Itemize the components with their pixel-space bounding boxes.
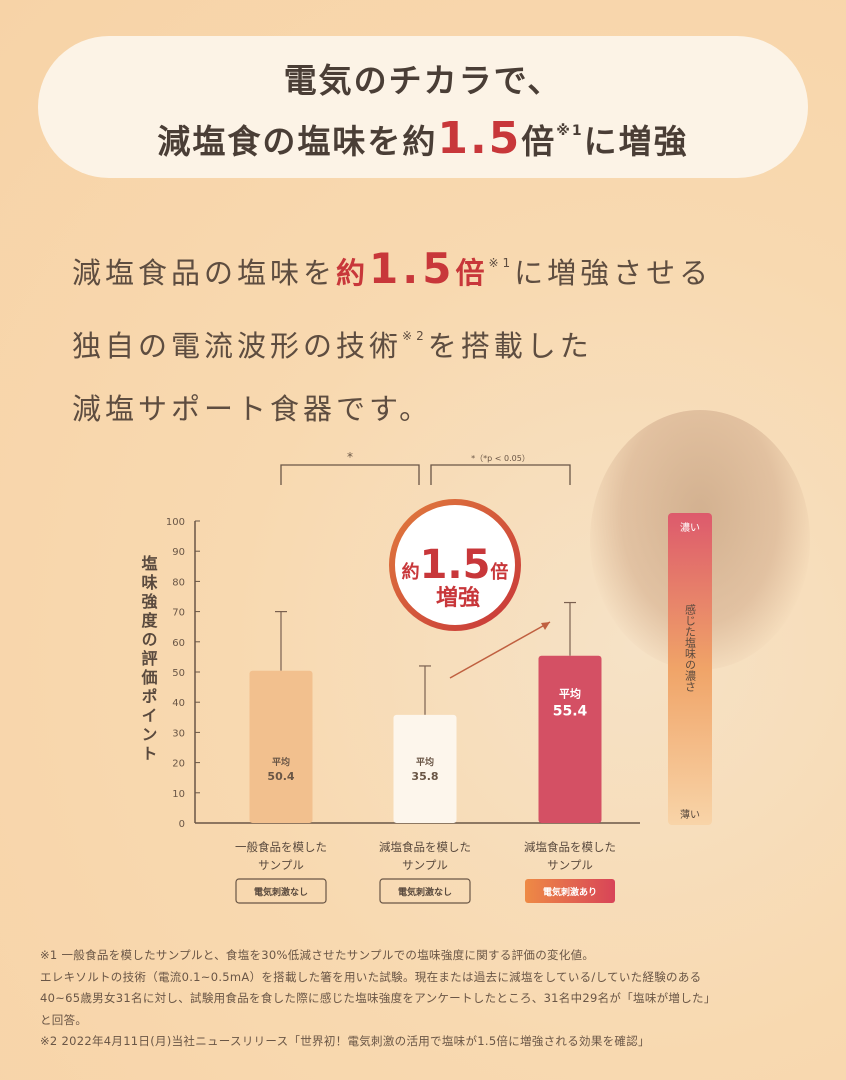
x-category-label: 減塩食品を模した bbox=[524, 840, 616, 854]
lead-number: 1.5 bbox=[369, 244, 456, 293]
badge-label: 増強 bbox=[436, 585, 480, 611]
x-category-label: サンプル bbox=[402, 858, 448, 872]
scale-label: 感じた塩味の濃さ bbox=[684, 604, 697, 692]
bar bbox=[538, 655, 602, 823]
saltiness-scale-bar bbox=[668, 513, 712, 825]
bar-value-label: 35.8 bbox=[411, 770, 438, 783]
badge-circle bbox=[389, 499, 521, 631]
footnote: と回答。 bbox=[40, 1012, 88, 1027]
x-category-label: サンプル bbox=[258, 858, 304, 872]
footnote-ref: ※1 bbox=[488, 256, 515, 270]
scale-bottom-label: 薄い bbox=[680, 808, 700, 821]
increase-arrow bbox=[449, 621, 551, 679]
x-category-label: 減塩食品を模した bbox=[379, 840, 471, 854]
significance-label: *（*p < 0.05） bbox=[471, 454, 530, 463]
headline-banner: 電気のチカラで、 減塩食の塩味を約1.5倍※1に増強 bbox=[38, 36, 808, 178]
headline-line1: 電気のチカラで、 bbox=[283, 61, 563, 100]
arrow-head-icon bbox=[541, 622, 550, 630]
y-tick-label: 80 bbox=[172, 577, 185, 588]
significance-bracket bbox=[280, 464, 420, 485]
footnotes: ※1 一般食品を模したサンプルと、食塩を30%低減させたサンプルでの塩味強度に関… bbox=[40, 945, 716, 1053]
y-tick-label: 0 bbox=[179, 819, 185, 830]
headline-text: に増強 bbox=[583, 122, 689, 161]
lead-text: を搭載した bbox=[427, 329, 593, 363]
lead-text: 独自の電流波形の技術 bbox=[72, 329, 403, 363]
lead-text: 約 bbox=[336, 256, 370, 290]
y-tick-label: 90 bbox=[172, 547, 185, 558]
headline-line2: 減塩食の塩味を約1.5倍※1に増強 bbox=[38, 106, 808, 167]
bar bbox=[393, 714, 457, 823]
bar-prefix-label: 平均 bbox=[416, 756, 434, 768]
scale-top-label: 濃い bbox=[680, 521, 700, 534]
bar bbox=[249, 670, 313, 823]
condition-tag-label: 電気刺激あり bbox=[543, 886, 597, 898]
footnote: エレキソルトの技術（電流0.1~0.5mA）を搭載した箸を用いた試験。現在または… bbox=[40, 969, 702, 984]
x-category-label: サンプル bbox=[547, 858, 593, 872]
lead-text: 減塩食品の塩味を bbox=[72, 256, 337, 290]
condition-tag-label: 電気刺激なし bbox=[254, 886, 308, 898]
badge-value: 約1.5倍 bbox=[402, 542, 509, 588]
footnote: ※1 一般食品を模したサンプルと、食塩を30%低減させたサンプルでの塩味強度に関… bbox=[40, 948, 595, 962]
footnote: 40~65歳男女31名に対し、試験用食品を食した際に感じた塩味強度をアンケートし… bbox=[40, 991, 716, 1005]
headline-text: 減塩食の塩味を約 bbox=[157, 122, 438, 161]
significance-bracket bbox=[430, 464, 571, 485]
bar-prefix-label: 平均 bbox=[559, 687, 581, 701]
bar-value-label: 55.4 bbox=[553, 704, 588, 720]
y-axis-label: 塩味強度の評価ポイント bbox=[139, 554, 159, 764]
lead-text: に増強させる bbox=[514, 256, 713, 290]
condition-tag bbox=[525, 879, 615, 903]
headline-text: 倍 bbox=[521, 122, 557, 161]
x-category-label: 一般食品を模した bbox=[235, 840, 327, 854]
y-tick-label: 70 bbox=[172, 608, 185, 619]
y-tick-label: 60 bbox=[172, 638, 185, 649]
lead-text: 減塩食品の塩味を約1.5倍※1に増強させる 独自の電流波形の技術※2を搭載した … bbox=[72, 232, 712, 441]
lead-text: 倍 bbox=[455, 256, 489, 290]
y-tick-label: 100 bbox=[166, 517, 185, 528]
lead-text: 減塩サポート食器です。 bbox=[72, 392, 433, 426]
significance-label: * bbox=[347, 450, 353, 464]
y-tick-label: 20 bbox=[172, 759, 185, 770]
condition-tag bbox=[235, 878, 327, 904]
y-tick-label: 30 bbox=[172, 728, 185, 739]
condition-tag bbox=[379, 878, 471, 904]
bar-prefix-label: 平均 bbox=[272, 756, 290, 768]
footnote-ref: ※1 bbox=[556, 123, 584, 139]
y-tick-label: 10 bbox=[172, 789, 185, 800]
y-tick-label: 50 bbox=[172, 668, 185, 679]
footnote: ※2 2022年4月11日(月)当社ニュースリリース「世界初！電気刺激の活用で塩… bbox=[40, 1034, 650, 1048]
headline-number: 1.5 bbox=[437, 113, 522, 164]
footnote-ref: ※2 bbox=[402, 329, 428, 343]
y-tick-label: 40 bbox=[172, 698, 185, 709]
condition-tag-label: 電気刺激なし bbox=[398, 886, 452, 898]
bar-value-label: 50.4 bbox=[267, 770, 294, 783]
